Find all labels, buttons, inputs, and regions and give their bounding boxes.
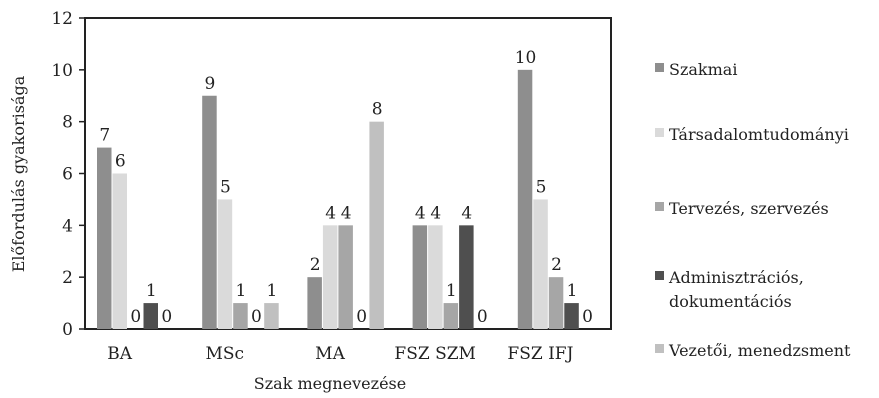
data-label: 1 <box>236 281 247 301</box>
legend-label: Társadalomtudományi <box>669 125 849 144</box>
bar <box>217 199 233 329</box>
x-axis-title: Szak megnevezése <box>254 374 406 393</box>
y-tick-label: 8 <box>62 113 73 133</box>
data-label: 2 <box>310 255 321 275</box>
bar <box>548 277 564 329</box>
data-label: 0 <box>477 307 488 327</box>
data-label: 0 <box>161 307 172 327</box>
data-label: 0 <box>251 307 262 327</box>
x-category-label: FSZ SZM <box>394 344 476 364</box>
y-tick-label: 6 <box>62 165 73 185</box>
bar <box>459 225 474 329</box>
legend-label: Szakmai <box>669 60 737 79</box>
data-label: 0 <box>130 307 141 327</box>
data-label: 7 <box>99 126 110 146</box>
data-label: 1 <box>446 281 457 301</box>
bar <box>428 225 443 329</box>
data-label: 4 <box>430 203 441 223</box>
legend-swatch <box>655 202 664 211</box>
legend-label: Tervezés, szervezés <box>669 199 829 218</box>
legend-label: dokumentációs <box>669 292 792 311</box>
bar <box>564 303 579 329</box>
legend-swatch <box>655 63 664 72</box>
bar <box>233 303 248 329</box>
y-tick-label: 2 <box>62 268 73 288</box>
y-tick-label: 12 <box>51 9 73 29</box>
bar <box>202 95 217 329</box>
bar <box>369 121 384 330</box>
data-label: 5 <box>536 177 547 197</box>
data-label: 8 <box>372 100 383 120</box>
bar <box>338 225 353 329</box>
y-axis-title: Előfordulás gyakorisága <box>9 75 28 272</box>
y-tick-label: 10 <box>51 61 73 81</box>
data-label: 2 <box>551 255 562 275</box>
x-category-label: MA <box>315 344 345 364</box>
data-label: 4 <box>325 203 336 223</box>
bar <box>322 225 338 329</box>
data-label: 0 <box>356 307 367 327</box>
legend: Szakmai Társadalomtudományi Tervezés, szer… <box>655 60 851 360</box>
x-category-label: MSc <box>206 344 245 364</box>
y-tick-label: 0 <box>62 320 73 340</box>
bar <box>112 173 127 329</box>
legend-label: Vezetői, menedzsment <box>668 341 851 360</box>
x-category-label: BA <box>107 344 132 364</box>
data-label: 5 <box>220 177 231 197</box>
data-label: 1 <box>146 281 157 301</box>
data-label: 4 <box>415 203 426 223</box>
bar <box>264 303 279 329</box>
y-axis-ticks: 0 2 4 6 8 10 12 <box>51 9 85 340</box>
legend-label: Adminisztrációs, <box>668 268 804 287</box>
data-label: 10 <box>515 48 537 68</box>
bars-layer <box>97 69 579 330</box>
legend-swatch <box>655 271 664 280</box>
bar <box>307 277 322 329</box>
bar <box>143 303 158 329</box>
y-tick-label: 4 <box>62 216 73 236</box>
data-label: 4 <box>461 203 472 223</box>
bar <box>533 199 548 329</box>
x-category-label: FSZ IFJ <box>507 344 573 364</box>
data-label: 1 <box>267 281 278 301</box>
bar <box>443 303 459 329</box>
bar <box>97 147 112 329</box>
legend-swatch <box>655 344 664 353</box>
x-axis-categories: BA MSc MA FSZ SZM FSZ IFJ <box>107 344 573 364</box>
data-label: 0 <box>582 307 593 327</box>
data-label: 4 <box>341 203 352 223</box>
legend-swatch <box>655 128 664 137</box>
data-label: 1 <box>567 281 578 301</box>
data-label: 6 <box>115 152 126 172</box>
data-label: 9 <box>205 74 216 94</box>
bar <box>517 69 533 329</box>
bar <box>412 225 428 329</box>
